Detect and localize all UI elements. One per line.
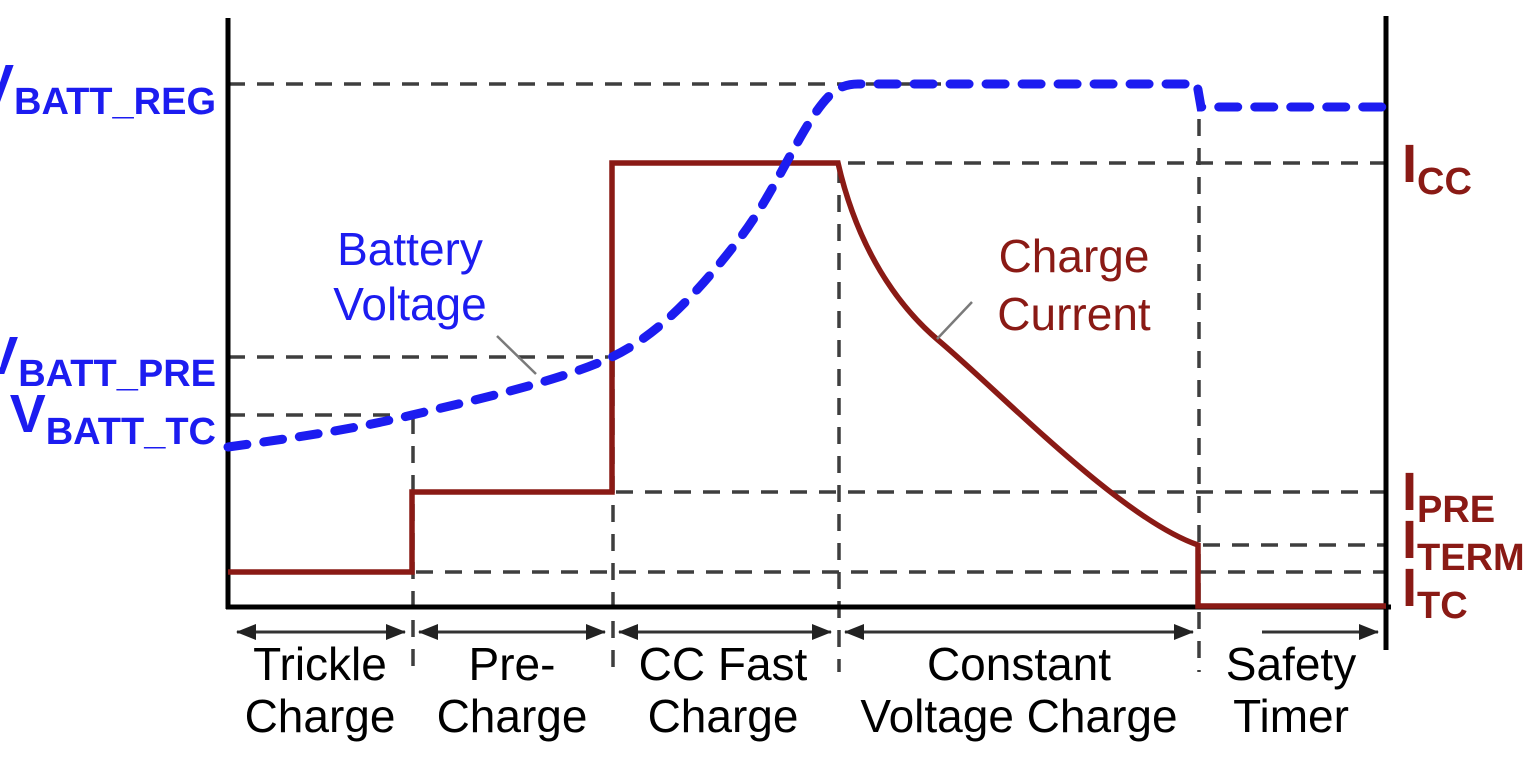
- label-icc: ICC: [1402, 134, 1472, 203]
- phase-ccfast-line2: Charge: [648, 690, 799, 742]
- phase-ccfast-line1: CC Fast: [639, 638, 808, 690]
- phase-pre-line2: Charge: [437, 690, 588, 742]
- phase-safety-line1: Safety: [1226, 638, 1356, 690]
- reference-dashed-lines: [228, 82, 1384, 672]
- label-vbatt-pre: VBATT_PRE: [0, 326, 216, 395]
- charge-current-leader-line: [936, 301, 973, 340]
- phase-trickle-line2: Charge: [245, 690, 396, 742]
- label-vbatt-tc: VBATT_TC: [10, 384, 216, 453]
- axes: [225, 16, 1391, 650]
- phase-cv-line1: Constant: [927, 638, 1111, 690]
- phase-labels: Trickle Charge Pre- Charge CC Fast Charg…: [245, 638, 1357, 742]
- charge-current-annotation: Charge Current: [997, 230, 1151, 340]
- battery-voltage-label-line2: Voltage: [333, 278, 486, 330]
- phase-pre-line1: Pre-: [469, 638, 556, 690]
- label-iterm: ITERM: [1402, 510, 1525, 579]
- battery-voltage-label-line1: Battery: [337, 223, 483, 275]
- label-vbatt-reg: VBATT_REG: [0, 54, 216, 123]
- charge-current-label-line1: Charge: [999, 230, 1150, 282]
- battery-voltage-leader-line: [496, 335, 537, 375]
- phase-safety-line2: Timer: [1233, 690, 1349, 742]
- charge-current-curve: [228, 160, 1386, 609]
- phase-cv-line2: Voltage Charge: [860, 690, 1177, 742]
- charge-current-label-line2: Current: [997, 288, 1151, 340]
- battery-voltage-curve: [223, 79, 1391, 452]
- label-itc: ITC: [1402, 558, 1468, 627]
- battery-voltage-annotation: Battery Voltage: [333, 223, 486, 330]
- phase-trickle-line1: Trickle: [253, 638, 387, 690]
- label-ipre: IPRE: [1402, 462, 1495, 531]
